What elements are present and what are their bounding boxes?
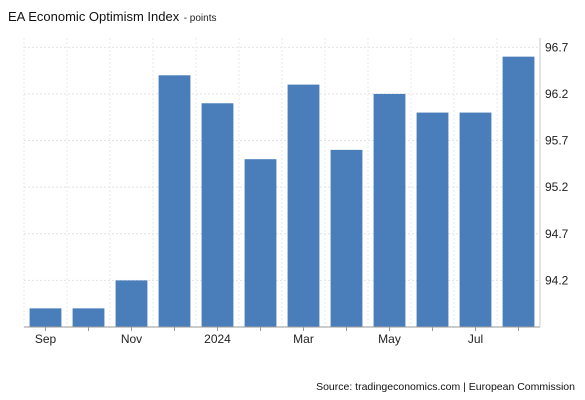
x-tick-label: Mar bbox=[293, 332, 314, 346]
title-row: EA Economic Optimism Index - points bbox=[8, 8, 216, 26]
y-tick-label: 94.7 bbox=[545, 227, 569, 241]
x-tick-label: Sep bbox=[35, 332, 57, 346]
bar bbox=[72, 308, 105, 327]
bar bbox=[459, 112, 492, 327]
y-tick-label: 94.2 bbox=[545, 273, 569, 287]
y-tick-label: 96.7 bbox=[545, 40, 569, 54]
bars bbox=[29, 56, 535, 328]
grid-lines bbox=[23, 38, 541, 327]
bar bbox=[330, 149, 363, 327]
tick-labels: 94.2 94.7 95.2 95.7 96.2 96.7 Sep Nov 2024 Mar May… bbox=[35, 40, 569, 346]
bar bbox=[201, 103, 234, 328]
bar bbox=[115, 280, 148, 327]
bar bbox=[502, 56, 535, 327]
y-tick-label: 95.2 bbox=[545, 180, 569, 194]
x-tick-label: Jul bbox=[468, 332, 483, 346]
bar bbox=[416, 112, 449, 327]
y-tick-label: 95.7 bbox=[545, 134, 569, 148]
x-tick-label: Nov bbox=[121, 332, 142, 346]
bar bbox=[29, 308, 62, 327]
y-tick-label: 96.2 bbox=[545, 87, 569, 101]
source-text: Source: tradingeconomics.com | European … bbox=[316, 381, 575, 393]
bar bbox=[373, 93, 406, 327]
bar bbox=[244, 159, 277, 327]
bar bbox=[158, 75, 191, 328]
axes bbox=[24, 38, 541, 331]
chart-title: EA Economic Optimism Index bbox=[8, 9, 180, 24]
x-tick-label: May bbox=[378, 332, 401, 346]
bar bbox=[287, 84, 320, 327]
chart-subtitle: - points bbox=[183, 13, 217, 24]
x-tick-label: 2024 bbox=[204, 332, 231, 346]
